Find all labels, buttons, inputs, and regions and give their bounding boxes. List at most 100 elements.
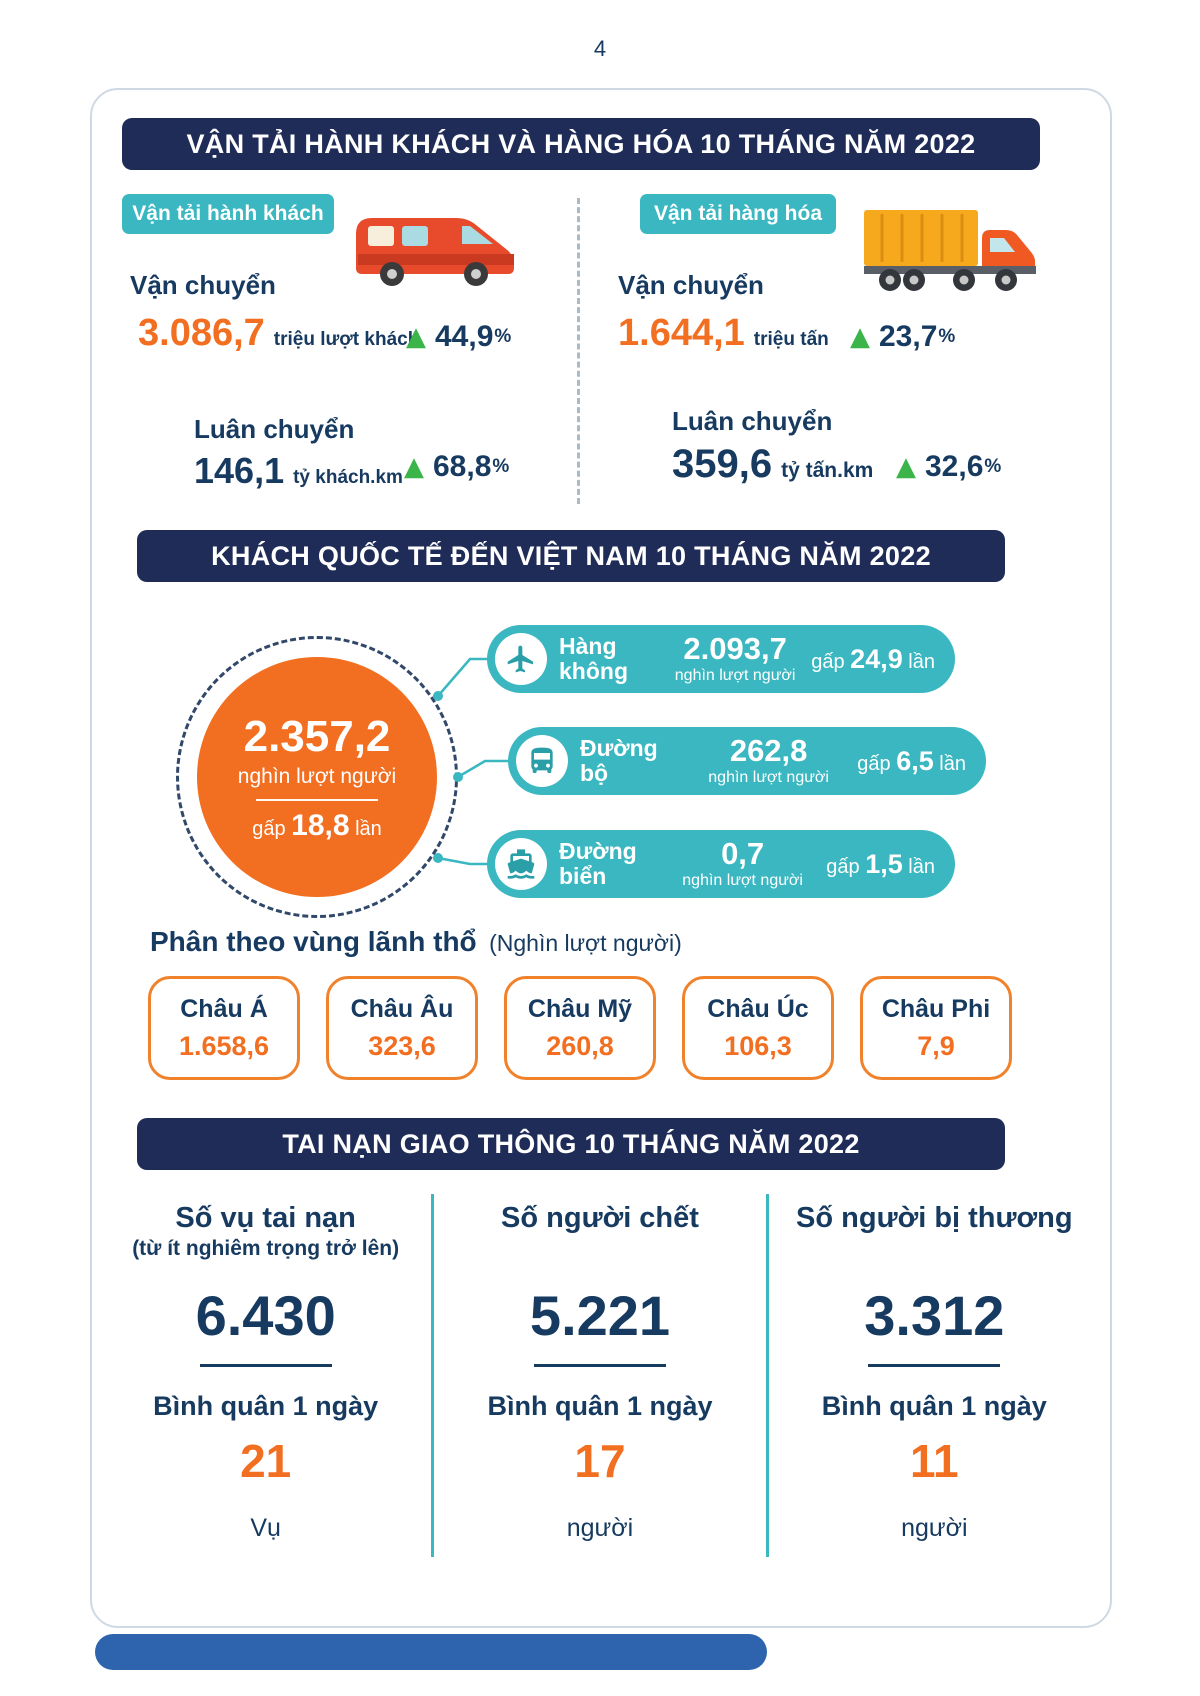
growth-indicator: ▲ 23,7 % [850,320,955,354]
region-box-asia: Châu Á 1.658,6 [148,976,300,1080]
cargo-transport-badge: Vận tải hàng hóa [640,194,836,234]
mode-value-block: 262,8 nghìn lượt người [680,735,857,787]
mode-label: Đường bộ [580,735,658,786]
growth-percent-sign: % [494,326,512,347]
growth-indicator: ▲ 44,9 % [406,320,511,354]
multiple-prefix: gấp [857,752,891,775]
accident-total: 3.312 [864,1284,1005,1347]
page-number: 4 [593,36,607,61]
section-title-visitors: KHÁCH QUỐC TẾ ĐẾN VIỆT NAM 10 THÁNG NĂM … [137,530,1005,582]
growth-indicator: ▲ 68,8 % [404,450,509,484]
multiple-prefix: gấp [826,855,860,878]
stat-value: 359,6 [672,442,773,486]
accident-sublabel: (từ ít nghiêm trọng trở lên) [132,1237,400,1260]
region-box-oceania: Châu Úc 106,3 [682,976,834,1080]
stat-value-row: 359,6 tỷ tấn.km [672,442,873,487]
mode-multiple: gấp 6,5 lần [857,746,966,777]
total-visitors-value: 2.357,2 [243,711,391,761]
region-label: Châu Úc [707,994,809,1023]
region-label: Châu Âu [350,994,454,1023]
regions-row: Châu Á 1.658,6 Châu Âu 323,6 Châu Mỹ 260… [148,976,1012,1080]
total-visitors-multiple: gấp 18,8 lần [252,809,382,843]
growth-percent-sign: % [938,326,956,347]
accident-avg-label: Bình quân 1 ngày [153,1391,379,1421]
region-value: 106,3 [724,1030,792,1061]
cargo-truck-icon [860,204,1044,296]
multiple-prefix: gấp [252,817,286,840]
section-title-accidents: TAI NẠN GIAO THÔNG 10 THÁNG NĂM 2022 [137,1118,1005,1170]
stat-unit: tỷ khách.km [293,467,403,488]
growth-value: 23,7 [879,320,938,353]
stat-value-row: 3.086,7 triệu lượt khách [138,312,419,355]
accident-avg-value: 17 [574,1435,626,1487]
accident-avg-unit: Vụ [250,1514,281,1542]
up-triangle-icon: ▲ [850,322,870,352]
region-label: Châu Á [180,994,268,1023]
stat-label: Vận chuyển [130,270,276,300]
multiple-suffix: lần [355,817,382,840]
multiple-suffix: lần [908,650,935,673]
circle-divider [256,798,378,801]
regions-title: Phân theo vùng lãnh thổ (Nghìn lượt ngườ… [150,926,682,958]
region-value: 260,8 [546,1030,614,1061]
mode-value-block: 0,7 nghìn lượt người [659,838,826,890]
multiple-value: 6,5 [896,745,934,776]
passenger-transport-badge: Vận tải hành khách [122,194,334,234]
growth-percent-sign: % [492,456,510,477]
mode-unit: nghìn lượt người [708,769,829,786]
growth-value: 44,9 [435,320,494,353]
column-divider [577,198,580,504]
accident-underline [533,1364,666,1367]
accident-label: Số người chết [501,1202,699,1234]
multiple-value: 1,5 [865,848,903,879]
mode-label: Hàng không [559,633,628,684]
regions-unit-note: (Nghìn lượt người) [489,930,682,956]
mode-multiple: gấp 24,9 lần [811,644,935,675]
accident-label: Số vụ tai nạn [175,1202,356,1234]
multiple-suffix: lần [908,855,935,878]
accidents-row: Số vụ tai nạn (từ ít nghiêm trọng trở lê… [100,1194,1100,1557]
stat-value: 146,1 [194,450,285,491]
visitor-mode-sea: Đường biển 0,7 nghìn lượt người gấp 1,5 … [487,830,955,898]
accident-avg-unit: người [901,1514,968,1542]
growth-value: 32,6 [925,450,984,483]
up-triangle-icon: ▲ [896,452,916,482]
accident-total: 5.221 [529,1284,671,1347]
connector-lines [433,657,510,866]
accident-total: 6.430 [195,1284,336,1347]
visitor-mode-road: Đường bộ 262,8 nghìn lượt người gấp 6,5 … [508,727,986,795]
stat-label: Luân chuyển [194,414,355,444]
mode-value: 0,7 [721,836,765,871]
mode-label: Đường biển [559,838,637,889]
region-label: Châu Phi [881,994,991,1023]
mode-value: 262,8 [729,733,808,768]
regions-title-text: Phân theo vùng lãnh thổ [150,926,477,957]
section-title-transport: VẬN TẢI HÀNH KHÁCH VÀ HÀNG HÓA 10 THÁNG … [122,118,1040,170]
mode-value-block: 2.093,7 nghìn lượt người [659,633,811,685]
stat-value: 1.644,1 [618,312,745,354]
growth-value: 68,8 [433,450,492,483]
total-visitors-unit: nghìn lượt người [237,764,397,788]
total-visitors-circle: 2.357,2 nghìn lượt người gấp 18,8 lần [197,657,437,897]
growth-indicator: ▲ 32,6 % [896,450,1001,484]
multiple-prefix: gấp [811,650,845,673]
accident-avg-label: Bình quân 1 ngày [821,1391,1047,1421]
mode-unit: nghìn lượt người [682,872,803,889]
stat-label: Luân chuyển [672,406,833,436]
accident-avg-label: Bình quân 1 ngày [487,1391,713,1421]
stat-value: 3.086,7 [138,312,265,354]
bus-icon [516,735,568,787]
accident-avg-value: 11 [910,1435,959,1487]
ship-icon [495,838,547,890]
accident-avg-value: 21 [240,1435,292,1487]
accident-col-injuries: Số người bị thương 3.312 Bình quân 1 ngà… [765,1194,1100,1557]
visitor-mode-air: Hàng không 2.093,7 nghìn lượt người gấp … [487,625,955,693]
multiple-suffix: lần [939,752,966,775]
page-border [90,88,1112,1628]
mode-unit: nghìn lượt người [674,667,796,684]
growth-percent-sign: % [984,456,1002,477]
region-box-europe: Châu Âu 323,6 [326,976,478,1080]
accident-col-deaths: Số người chết 5.221 Bình quân 1 ngày 17 … [431,1194,765,1557]
stat-unit: triệu lượt khách [273,329,420,350]
